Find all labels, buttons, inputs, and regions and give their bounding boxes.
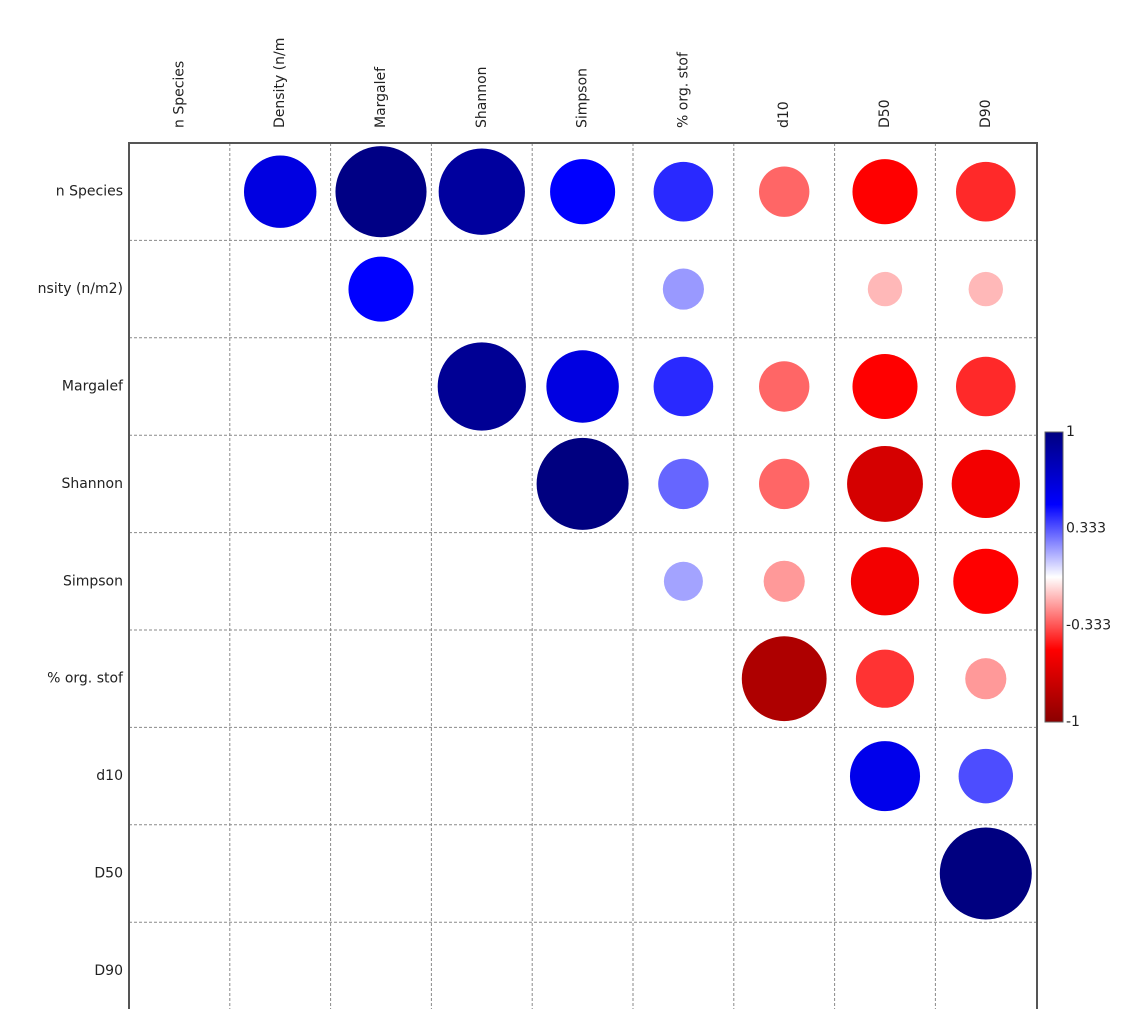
correlation-circle-margalef-simpson — [546, 350, 619, 423]
correlation-circles — [243, 146, 1032, 920]
column-label-simpson: Simpson — [575, 68, 591, 128]
correlation-circle-nsity-n-m2-org-stof — [662, 268, 704, 310]
correlation-circle-nsity-n-m2-d50 — [867, 271, 903, 307]
correlation-circle-margalef-d10 — [759, 361, 810, 412]
correlation-circle-shannon-d90 — [951, 449, 1020, 519]
row-label-margalef: Margalef — [62, 379, 124, 395]
column-label-d90: D90 — [978, 99, 994, 128]
correlation-circle-simpson-d10 — [763, 560, 805, 602]
correlation-circle-simpson-d50 — [850, 547, 920, 616]
correlation-circle-n-species-density-n-m — [243, 155, 317, 228]
column-label-d10: d10 — [776, 101, 792, 128]
correlation-circle-simpson-org-stof — [663, 561, 703, 601]
row-label-org-stof: % org. stof — [47, 671, 124, 687]
correlation-circle-n-species-simpson — [550, 159, 616, 225]
correlation-circle-margalef-org-stof — [653, 356, 714, 417]
correlation-circle-n-species-d90 — [955, 161, 1016, 222]
correlation-circle-n-species-org-stof — [653, 161, 714, 222]
column-label-margalef: Margalef — [373, 66, 389, 128]
legend-tick-label: 0.333 — [1066, 521, 1106, 537]
correlation-circle-d10-d90 — [958, 748, 1014, 804]
color-legend-bar — [1044, 431, 1064, 723]
row-label-nsity-n-m2: nsity (n/m2) — [38, 281, 123, 297]
row-label-n-species: n Species — [56, 184, 123, 200]
legend-tick-label: 1 — [1066, 424, 1075, 440]
correlation-circle-shannon-d50 — [847, 445, 923, 522]
legend-tick-label: -0.333 — [1066, 617, 1111, 633]
correlation-circle-margalef-d90 — [955, 356, 1016, 417]
correlation-circle-n-species-margalef — [335, 146, 427, 238]
correlation-circle-n-species-d50 — [852, 159, 918, 225]
correlation-circle-simpson-d90 — [953, 548, 1019, 614]
correlation-circle-nsity-n-m2-d90 — [968, 271, 1004, 307]
correlation-circle-nsity-n-m2-margalef — [348, 256, 414, 322]
column-label-d50: D50 — [877, 99, 893, 128]
row-label-d50: D50 — [94, 866, 123, 882]
correlation-circle-n-species-shannon — [438, 148, 525, 235]
correlation-circle-d50-d90 — [939, 827, 1032, 920]
correlation-circle-margalef-d50 — [852, 353, 918, 420]
row-label-d10: d10 — [96, 768, 123, 784]
column-label-shannon: Shannon — [474, 66, 490, 128]
correlation-circle-org-stof-d10 — [741, 636, 827, 722]
correlation-circle-shannon-simpson — [536, 437, 629, 530]
correlation-circle-org-stof-d90 — [965, 658, 1007, 700]
correlation-circle-org-stof-d50 — [855, 649, 915, 708]
correlation-circle-shannon-d10 — [759, 458, 810, 510]
correlation-circle-shannon-org-stof — [658, 458, 709, 510]
row-label-d90: D90 — [94, 963, 123, 979]
row-label-simpson: Simpson — [63, 573, 123, 589]
grid-lines — [129, 143, 1037, 1009]
correlation-circle-n-species-d10 — [759, 166, 810, 217]
column-label-org-stof: % org. stof — [675, 51, 691, 128]
correlation-circle-d10-d50 — [849, 741, 921, 812]
column-label-density-n-m: Density (n/m — [272, 38, 288, 128]
legend-tick-label: -1 — [1066, 714, 1080, 730]
row-label-shannon: Shannon — [61, 476, 123, 492]
column-label-n-species: n Species — [171, 61, 187, 128]
correlation-circle-margalef-shannon — [437, 342, 526, 431]
plot-frame — [128, 142, 1038, 1009]
